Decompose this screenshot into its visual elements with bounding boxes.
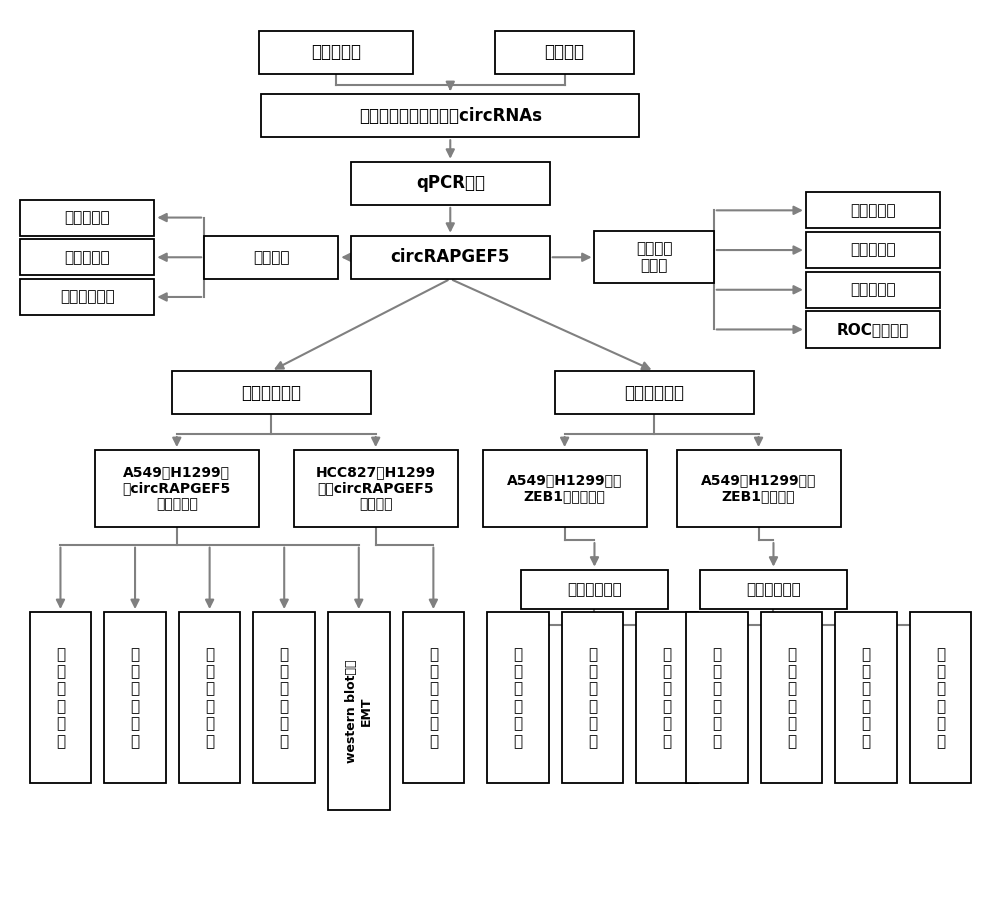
Text: 细
胞
凋
亡
实
验: 细 胞 凋 亡 实 验: [280, 646, 289, 749]
FancyBboxPatch shape: [20, 239, 154, 275]
FancyBboxPatch shape: [172, 371, 371, 414]
Text: 相关性分析: 相关性分析: [64, 250, 110, 265]
FancyBboxPatch shape: [562, 612, 623, 784]
Text: ROC曲线分析: ROC曲线分析: [837, 322, 909, 337]
FancyBboxPatch shape: [700, 569, 847, 609]
FancyBboxPatch shape: [594, 232, 714, 283]
Text: 克
隆
形
成
实
验: 克 隆 形 成 实 验: [130, 646, 140, 749]
Text: 克
隆
形
成
实
验: 克 隆 形 成 实 验: [588, 646, 597, 749]
FancyBboxPatch shape: [104, 612, 166, 784]
Text: 外
泌
体
共
培
养: 外 泌 体 共 培 养: [429, 646, 438, 749]
Text: 外泌体鉴定: 外泌体鉴定: [850, 202, 896, 218]
Text: 表达量检测: 表达量检测: [64, 210, 110, 225]
Text: 临床病理分析: 临床病理分析: [60, 290, 115, 304]
Text: western blot检测
EMT: western blot检测 EMT: [345, 659, 373, 763]
FancyBboxPatch shape: [910, 612, 971, 784]
FancyBboxPatch shape: [403, 612, 464, 784]
Text: A549、H1299转染
ZEB1敲低载体: A549、H1299转染 ZEB1敲低载体: [701, 473, 816, 503]
Text: 迁
移
侵
袭
实
验: 迁 移 侵 袭 实 验: [205, 646, 214, 749]
Text: 细胞功能分析: 细胞功能分析: [241, 384, 301, 401]
Text: circRAPGEF5: circRAPGEF5: [391, 248, 510, 266]
FancyBboxPatch shape: [835, 612, 897, 784]
FancyBboxPatch shape: [483, 450, 647, 527]
FancyBboxPatch shape: [686, 612, 748, 784]
Text: A549、H1299转染
ZEB1过表达载体: A549、H1299转染 ZEB1过表达载体: [507, 473, 622, 503]
FancyBboxPatch shape: [677, 450, 841, 527]
Text: 细胞功能实验: 细胞功能实验: [746, 582, 801, 597]
FancyBboxPatch shape: [521, 569, 668, 609]
FancyBboxPatch shape: [30, 612, 91, 784]
Text: 细胞回复实验: 细胞回复实验: [567, 582, 622, 597]
Text: 表达量检测: 表达量检测: [850, 242, 896, 258]
FancyBboxPatch shape: [294, 450, 458, 527]
Text: qPCR验证: qPCR验证: [416, 174, 485, 192]
Text: 肺腺癌组织: 肺腺癌组织: [311, 44, 361, 62]
FancyBboxPatch shape: [495, 31, 634, 74]
FancyBboxPatch shape: [328, 612, 390, 811]
FancyBboxPatch shape: [95, 450, 259, 527]
FancyBboxPatch shape: [351, 235, 550, 279]
Text: 细
胞
增
殖
实
验: 细 胞 增 殖 实 验: [712, 646, 721, 749]
Text: 癌旁组织: 癌旁组织: [545, 44, 585, 62]
FancyBboxPatch shape: [806, 311, 940, 348]
FancyBboxPatch shape: [204, 235, 338, 279]
Text: 细
胞
凋
亡
实
验: 细 胞 凋 亡 实 验: [936, 646, 945, 749]
Text: 基因芯片分析差异表达circRNAs: 基因芯片分析差异表达circRNAs: [359, 106, 542, 124]
FancyBboxPatch shape: [806, 271, 940, 308]
FancyBboxPatch shape: [636, 612, 698, 784]
FancyBboxPatch shape: [253, 612, 315, 784]
FancyBboxPatch shape: [487, 612, 549, 784]
Text: 血清外泌
体分析: 血清外泌 体分析: [636, 241, 672, 273]
FancyBboxPatch shape: [806, 232, 940, 268]
FancyBboxPatch shape: [351, 162, 550, 205]
FancyBboxPatch shape: [20, 279, 154, 315]
Text: 迁
移
侵
袭
实
验: 迁 移 侵 袭 实 验: [663, 646, 672, 749]
FancyBboxPatch shape: [20, 200, 154, 235]
Text: 细
胞
增
殖
实
验: 细 胞 增 殖 实 验: [56, 646, 65, 749]
FancyBboxPatch shape: [179, 612, 240, 784]
FancyBboxPatch shape: [761, 612, 822, 784]
FancyBboxPatch shape: [259, 31, 413, 74]
Text: 克
隆
形
成
实
验: 克 隆 形 成 实 验: [787, 646, 796, 749]
Text: A549、H1299转
染circRAPGEF5
过表达载体: A549、H1299转 染circRAPGEF5 过表达载体: [123, 465, 231, 511]
FancyBboxPatch shape: [555, 371, 754, 414]
Text: 相关性分析: 相关性分析: [850, 282, 896, 297]
FancyBboxPatch shape: [806, 192, 940, 229]
Text: 迁
移
侵
袭
实
验: 迁 移 侵 袭 实 验: [861, 646, 871, 749]
Text: HCC827、H1299
转染circRAPGEF5
敲低载体: HCC827、H1299 转染circRAPGEF5 敲低载体: [316, 465, 436, 511]
Text: 分子机制研究: 分子机制研究: [624, 384, 684, 401]
FancyBboxPatch shape: [261, 94, 639, 137]
Text: 细
胞
增
殖
实
验: 细 胞 增 殖 实 验: [513, 646, 522, 749]
Text: 组织分析: 组织分析: [253, 250, 290, 265]
